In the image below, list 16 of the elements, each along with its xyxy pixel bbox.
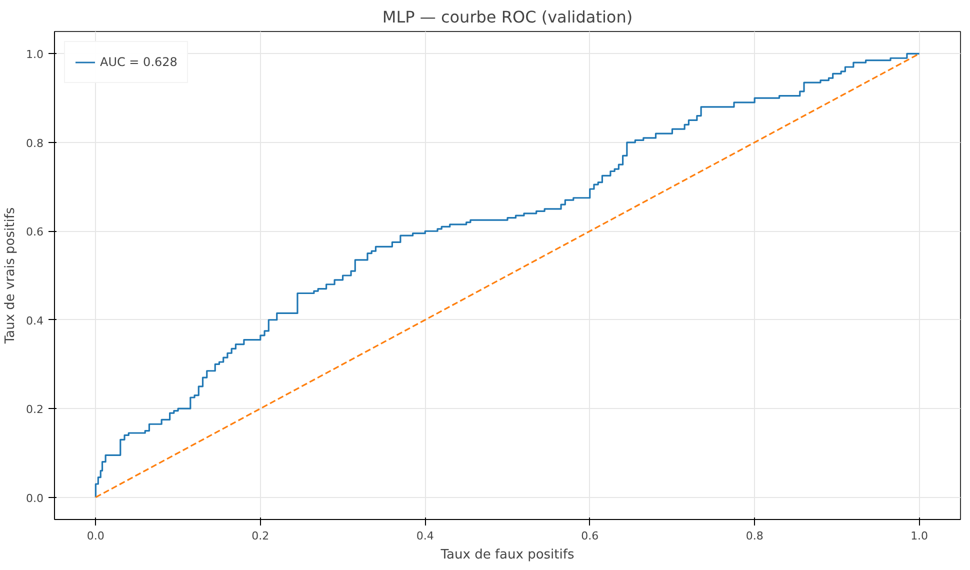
x-tick-label: 0.6 [581,530,599,542]
y-tick-label: 0.6 [26,226,44,239]
y-tick-label: 0.0 [26,492,44,505]
y-tick-label: 0.2 [26,403,44,416]
x-tick-label: 0.8 [746,530,764,542]
chart-title: MLP — courbe ROC (validation) [382,8,633,26]
x-tick-label: 1.0 [910,530,928,542]
y-tick-label: 0.8 [26,136,44,150]
x-tick-label: 0.2 [252,530,270,542]
y-tick-label: 0.4 [26,314,44,328]
x-tick-label: 0.0 [86,530,104,542]
legend-label: AUC = 0.628 [100,55,178,69]
y-axis-title: Taux de vrais positifs [3,207,18,345]
x-tick-label: 0.4 [416,530,434,542]
y-tick-label: 1.0 [26,48,44,62]
x-axis-title: Taux de faux positifs [440,548,574,562]
